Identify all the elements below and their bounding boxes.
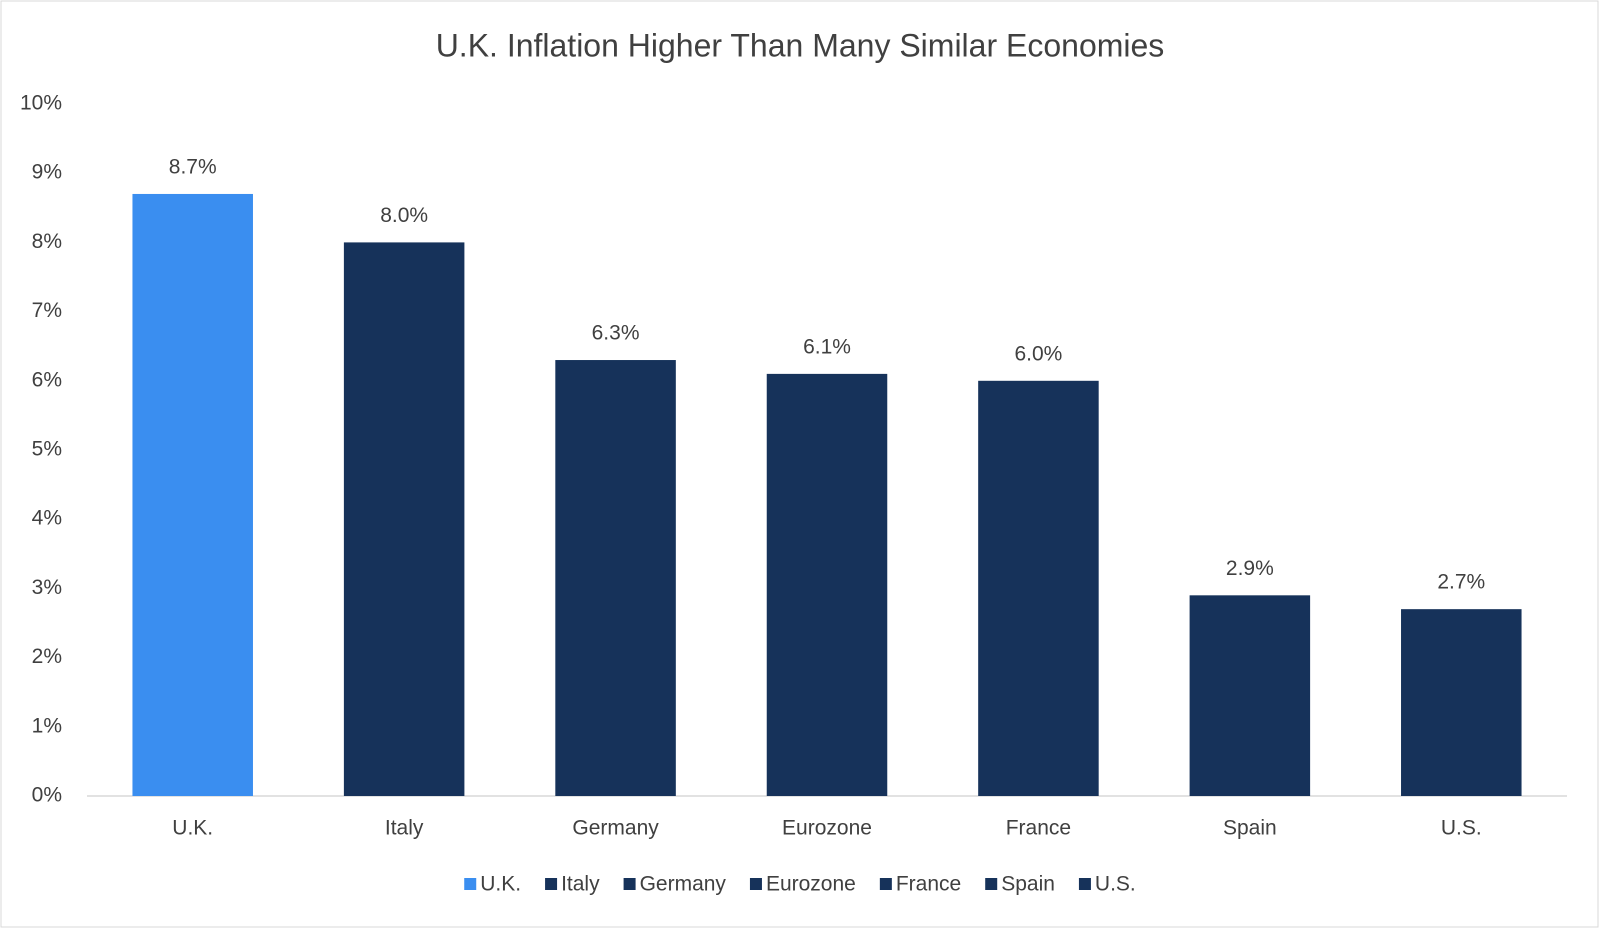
x-tick-label: U.K. — [172, 817, 213, 840]
legend-label: Eurozone — [766, 873, 856, 896]
y-tick-label: 3% — [32, 576, 62, 599]
bar — [343, 242, 465, 796]
bar — [132, 193, 253, 796]
legend-swatch — [879, 878, 892, 890]
y-tick-label: 1% — [32, 714, 62, 737]
bar — [1189, 595, 1311, 796]
legend-label: Spain — [1001, 873, 1055, 896]
legend-swatch — [1078, 878, 1091, 890]
legend-label: Italy — [561, 873, 600, 896]
x-tick-label: Eurozone — [782, 817, 872, 840]
legend-label: Germany — [640, 873, 727, 896]
value-label: 6.0% — [1014, 342, 1062, 365]
bar — [555, 360, 676, 796]
value-label: 8.0% — [380, 204, 428, 227]
y-tick-label: 5% — [32, 438, 62, 461]
y-tick-label: 10% — [20, 92, 62, 115]
y-tick-label: 0% — [32, 784, 62, 807]
y-tick-label: 2% — [32, 645, 62, 668]
legend-swatch — [749, 878, 762, 890]
value-label: 2.7% — [1437, 571, 1485, 594]
legend-label: France — [896, 873, 961, 896]
bar — [1401, 609, 1522, 796]
bar — [978, 380, 1099, 796]
value-label: 8.7% — [169, 156, 217, 179]
legend-label: U.K. — [480, 873, 521, 896]
y-tick-label: 8% — [32, 230, 62, 253]
value-label: 6.1% — [803, 335, 851, 358]
chart-title: U.K. Inflation Higher Than Many Similar … — [436, 27, 1165, 63]
value-label: 2.9% — [1226, 557, 1274, 580]
legend-swatch — [464, 878, 477, 890]
y-tick-label: 6% — [32, 368, 62, 391]
legend-swatch — [623, 878, 636, 890]
legend-swatch — [545, 878, 558, 890]
legend-swatch — [985, 878, 998, 890]
x-tick-label: U.S. — [1441, 817, 1482, 840]
y-tick-label: 7% — [32, 299, 62, 322]
y-tick-label: 4% — [32, 507, 62, 530]
x-tick-label: Italy — [385, 817, 424, 840]
x-tick-label: France — [1006, 817, 1071, 840]
x-tick-label: Germany — [572, 817, 659, 840]
value-label: 6.3% — [592, 322, 640, 345]
bar — [766, 373, 888, 796]
x-tick-label: Spain — [1223, 817, 1277, 840]
y-tick-label: 9% — [32, 161, 62, 184]
legend-label: U.S. — [1095, 873, 1136, 896]
